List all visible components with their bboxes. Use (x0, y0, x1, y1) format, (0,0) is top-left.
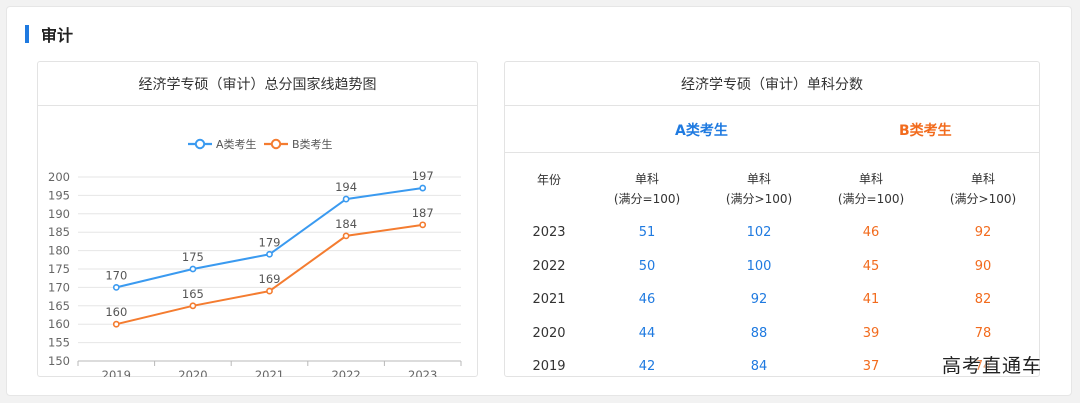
data-label: 169 (259, 272, 281, 286)
table-cell-a-100: 42 (638, 359, 656, 374)
group-header-row: A类考生 B类考生 (505, 107, 1039, 153)
table-cell-b-over100: 90 (974, 258, 992, 274)
table-cell-year: 2019 (532, 359, 566, 374)
table-cell-a-over100: 84 (750, 359, 768, 374)
data-point (266, 287, 273, 295)
watermark-text: 高考直通车 (942, 355, 1043, 377)
data-label: 197 (412, 169, 434, 183)
subject-column-header: 单科 (满分>100) (928, 169, 1038, 209)
data-label: 175 (182, 250, 204, 264)
table-cell-year: 2021 (532, 292, 566, 307)
table-cell-b-100: 41 (862, 292, 880, 307)
table-cell-b-over100: 78 (974, 325, 992, 341)
table-cell-b-over100: 82 (974, 292, 992, 307)
column-header-line2: (满分>100) (949, 192, 1017, 206)
data-label: 165 (182, 287, 204, 301)
subject-column-header: 单科 (满分=100) (816, 169, 926, 209)
y-tick-label: 175 (48, 262, 70, 276)
table-cell-year: 2020 (532, 325, 566, 341)
y-tick-label: 185 (48, 225, 70, 239)
column-header-line2: (满分=100) (613, 192, 681, 206)
y-tick-label: 155 (48, 336, 70, 350)
column-header-line2: (满分=100) (837, 192, 905, 206)
year-column-header: 年份 (536, 173, 561, 187)
subject-column-header: 单科 (满分=100) (592, 169, 702, 209)
section-title: 审计 (41, 26, 74, 45)
score-trend-chart-card: 经济学专硕（审计）总分国家线趋势图 150 155 160 165 170 175 180 1… (37, 61, 478, 377)
table-cell-a-over100: 100 (746, 258, 772, 274)
x-tick-label: 2019 (102, 368, 131, 377)
x-tick-label: 2021 (255, 368, 284, 377)
audit-panel: 审计 经济学专硕（审计）总分国家线趋势图 150 155 160 165 170 175 1… (6, 6, 1072, 396)
data-label: 194 (335, 180, 357, 194)
legend-label-b: B类考生 (292, 137, 333, 151)
table-cell-b-over100: 92 (974, 225, 992, 240)
x-tick-label: 2023 (408, 368, 437, 377)
column-header-line2: (满分>100) (725, 192, 793, 206)
x-tick-label: 2022 (331, 368, 360, 377)
table-cell-b-100: 46 (862, 225, 880, 240)
column-header-line1: 单科 (634, 172, 659, 186)
table-cell-a-over100: 88 (750, 325, 768, 341)
table-cell-b-100: 45 (862, 258, 880, 274)
column-header-line1: 单科 (746, 172, 771, 186)
data-point (266, 250, 273, 258)
section-header: 审计 (25, 23, 73, 45)
table-cell-a-100: 50 (638, 258, 656, 274)
table-cell-a-over100: 102 (746, 225, 772, 240)
legend-marker-b (270, 138, 282, 150)
score-trend-chart: 150 155 160 165 170 175 180 185 190 195 200 2019 202… (48, 137, 462, 377)
group-a-label: A类考生 (675, 123, 728, 139)
section-accent-bar (25, 25, 29, 43)
column-header-line1: 单科 (970, 172, 995, 186)
table-card-title: 经济学专硕（审计）单科分数 (505, 62, 1039, 106)
table-cell-a-100: 51 (638, 225, 656, 240)
data-point (112, 283, 120, 291)
data-point (112, 320, 120, 328)
y-tick-label: 165 (48, 299, 70, 313)
y-tick-label: 190 (48, 207, 70, 221)
data-point (189, 302, 197, 310)
legend-label-a: A类考生 (216, 137, 257, 151)
table-cell-b-100: 39 (862, 325, 880, 341)
data-point (189, 265, 197, 273)
x-tick-label: 2020 (178, 368, 207, 377)
y-tick-label: 200 (48, 170, 70, 184)
data-label: 160 (105, 305, 127, 319)
data-point (419, 221, 427, 229)
table-cell-a-over100: 92 (750, 292, 768, 307)
legend-marker-a (194, 138, 206, 150)
table-cell-a-100: 46 (638, 292, 656, 307)
column-header-line1: 单科 (858, 172, 883, 186)
data-label: 179 (259, 235, 281, 249)
data-point (342, 195, 350, 203)
table-cell-b-over100: 74 (974, 359, 992, 374)
subject-score-table-card: 经济学专硕（审计）单科分数 A类考生 B类考生 年份 单科 (满分=100) 单科 (满… (504, 61, 1040, 377)
group-b-label: B类考生 (899, 123, 952, 139)
y-tick-label: 160 (48, 317, 70, 331)
data-label: 187 (412, 206, 434, 220)
table-cell-year: 2023 (532, 225, 566, 240)
y-tick-label: 195 (48, 188, 70, 202)
y-tick-label: 170 (48, 280, 70, 294)
y-tick-label: 150 (48, 354, 70, 368)
data-point (419, 184, 427, 192)
data-label: 184 (335, 217, 357, 231)
subject-column-header: 单科 (满分>100) (704, 169, 814, 209)
data-point (342, 232, 350, 240)
data-label: 170 (105, 268, 127, 282)
chart-card-title: 经济学专硕（审计）总分国家线趋势图 (38, 62, 477, 106)
table-cell-year: 2022 (532, 258, 566, 274)
table-cell-b-100: 37 (862, 359, 880, 374)
y-tick-label: 180 (48, 244, 70, 258)
table-cell-a-100: 44 (638, 325, 656, 341)
